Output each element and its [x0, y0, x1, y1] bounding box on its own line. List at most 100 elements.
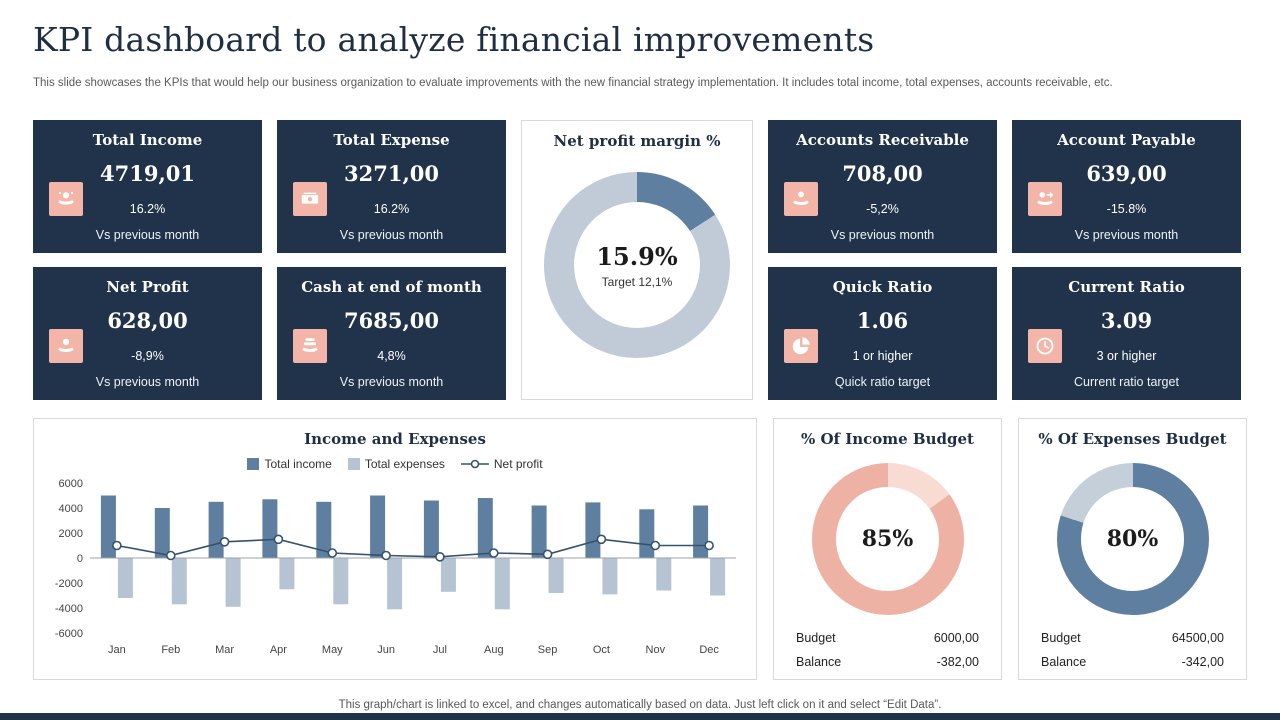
kpi-card-quick-ratio: Quick Ratio 1.06 1 or higher Quick ratio…	[768, 267, 997, 400]
payable-hand-icon	[1028, 182, 1062, 216]
income-bar	[531, 505, 547, 558]
income-bar	[370, 495, 386, 558]
kpi-value: 3271,00	[344, 161, 439, 186]
clock-icon	[1028, 329, 1062, 363]
net-profit-marker	[704, 540, 714, 551]
expense-bar	[710, 558, 726, 596]
pie-chart-icon	[784, 329, 818, 363]
x-tick-label: Sep	[538, 644, 558, 656]
income-expenses-chart[interactable]: Income and Expenses Total income Total e…	[33, 418, 757, 680]
kpi-card-net-profit: Net Profit 628,00 -8,9% Vs previous mont…	[33, 267, 262, 400]
kpi-grid: Total Income 4719,01 16.2% Vs previous m…	[33, 120, 1247, 400]
income-bar	[154, 508, 170, 558]
expense-bar	[171, 558, 187, 605]
total-expenses-swatch	[347, 458, 360, 470]
expense-bill-icon	[293, 182, 327, 216]
income-bar	[262, 499, 278, 559]
income-bar	[316, 501, 332, 559]
income-budget-donut: 85%	[811, 463, 964, 615]
kpi-value: 708,00	[842, 161, 923, 186]
net-profit-line	[116, 538, 710, 558]
kpi-value: 3.09	[1100, 308, 1153, 333]
y-tick-label: 4000	[59, 503, 83, 515]
legend-label: Total income	[264, 457, 332, 471]
x-tick-label: Jul	[433, 644, 447, 656]
expense-bar	[333, 558, 349, 605]
x-tick-label: Jun	[377, 644, 395, 656]
donut-center-value: 80%	[1106, 526, 1159, 552]
stat-row-balance: Balance -342,00	[1041, 655, 1224, 669]
kpi-title: Current Ratio	[1068, 278, 1185, 296]
donut-hole: 15.9% Target 12,1%	[573, 201, 701, 329]
y-tick-label: -2000	[55, 578, 83, 590]
chart-title: % Of Income Budget	[801, 430, 974, 448]
stat-row-balance: Balance -382,00	[796, 655, 979, 669]
legend-item-total-expenses: Total expenses	[347, 457, 445, 471]
donut-hole: 80%	[1080, 487, 1185, 591]
kpi-value: 4719,01	[100, 161, 195, 186]
legend-item-total-income: Total income	[247, 457, 332, 471]
kpi-card-current-ratio: Current Ratio 3.09 3 or higher Current r…	[1012, 267, 1241, 400]
kpi-delta: 16.2%	[129, 202, 166, 216]
budget-stats: Budget 6000,00 Balance -382,00	[796, 631, 979, 669]
page-subtitle: This slide showcases the KPIs that would…	[33, 77, 1113, 89]
x-tick-label: Jan	[108, 644, 126, 656]
total-income-swatch	[247, 458, 260, 470]
expense-bar	[548, 558, 564, 593]
chart-legend: Total income Total expenses Net profit	[34, 457, 756, 471]
kpi-title: Net Profit	[106, 278, 189, 296]
kpi-caption: Vs previous month	[95, 228, 200, 242]
kpi-delta: -15.8%	[1106, 202, 1147, 216]
kpi-card-account-payable: Account Payable 639,00 -15.8% Vs previou…	[1012, 120, 1241, 253]
donut-hole: 85%	[835, 487, 940, 591]
expense-bar	[117, 558, 133, 598]
kpi-caption: Vs previous month	[1074, 228, 1179, 242]
stat-label: Balance	[1041, 655, 1087, 669]
x-tick-label: Oct	[593, 644, 610, 656]
stat-row-budget: Budget 64500,00	[1041, 631, 1224, 645]
stat-value: -382,00	[936, 655, 979, 669]
kpi-delta: 3 or higher	[1096, 349, 1157, 363]
kpi-caption: Vs previous month	[95, 375, 200, 389]
net-profit-marker	[542, 549, 553, 560]
profit-hand-icon	[49, 329, 83, 363]
donut-center-value: 15.9%	[596, 241, 678, 271]
expense-bar	[440, 558, 456, 592]
income-budget-chart[interactable]: % Of Income Budget 85% Budget 6000,00 Ba…	[773, 418, 1002, 680]
kpi-title: Account Payable	[1057, 131, 1196, 149]
kpi-card-cash-end-of-month: Cash at end of month 7685,00 4,8% Vs pre…	[277, 267, 506, 400]
x-tick-label: Nov	[646, 644, 666, 656]
expenses-budget-chart[interactable]: % Of Expenses Budget 80% Budget 64500,00…	[1018, 418, 1247, 680]
kpi-value: 7685,00	[344, 308, 439, 333]
kpi-caption: Vs previous month	[830, 228, 935, 242]
x-tick-label: Dec	[699, 644, 719, 656]
x-tick-label: Aug	[484, 644, 504, 656]
kpi-caption: Quick ratio target	[834, 375, 931, 389]
x-tick-label: Feb	[161, 644, 180, 656]
income-bar	[423, 500, 439, 558]
net-profit-margin-chart[interactable]: Net profit margin % 15.9% Target 12,1%	[521, 120, 753, 400]
kpi-card-accounts-receivable: Accounts Receivable 708,00 -5,2% Vs prev…	[768, 120, 997, 253]
kpi-title: Accounts Receivable	[796, 131, 969, 149]
bottom-charts-row: Income and Expenses Total income Total e…	[33, 418, 1247, 680]
page-title: KPI dashboard to analyze financial impro…	[33, 20, 875, 59]
income-bar	[585, 502, 601, 558]
income-bar	[693, 505, 709, 558]
net-profit-marker	[435, 552, 445, 562]
kpi-card-total-expense: Total Expense 3271,00 16.2% Vs previous …	[277, 120, 506, 253]
net-profit-marker	[327, 548, 338, 558]
expense-bar	[225, 558, 241, 607]
kpi-delta: 1 or higher	[852, 349, 913, 363]
donut-center-value: 85%	[861, 526, 914, 552]
expense-bar	[656, 558, 672, 591]
net-profit-marker	[273, 534, 284, 545]
y-tick-label: -6000	[55, 628, 83, 640]
cash-hand-icon	[293, 329, 327, 363]
chart-title: Income and Expenses	[304, 430, 486, 448]
legend-label: Net profit	[493, 457, 543, 471]
kpi-delta: -5,2%	[866, 202, 899, 216]
kpi-title: Total Income	[92, 131, 203, 149]
expense-bar	[602, 558, 618, 595]
x-tick-label: Mar	[215, 644, 234, 656]
